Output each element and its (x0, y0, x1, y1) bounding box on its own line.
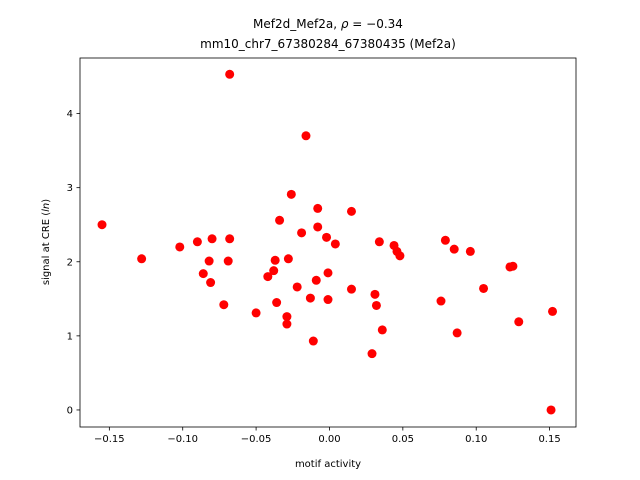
data-point (440, 235, 450, 245)
data-point (311, 275, 321, 285)
data-point (301, 131, 311, 141)
data-point (219, 300, 229, 310)
x-tick-label: 0.15 (538, 434, 560, 445)
data-point (371, 300, 381, 310)
data-point (305, 293, 315, 303)
data-point (346, 284, 356, 294)
chart-title-rho: ρ (341, 17, 349, 31)
data-point (323, 268, 333, 278)
y-tick-label: 2 (67, 257, 73, 268)
x-tick-label: −0.10 (167, 434, 198, 445)
x-axis-label: motif activity (295, 459, 361, 470)
chart-title-line1: Mef2d_Mef2a, ρ = −0.34 (253, 17, 403, 31)
x-tick-label: −0.05 (241, 434, 272, 445)
y-axis-label-suffix: ) (41, 199, 52, 203)
data-point (308, 336, 318, 346)
data-point (175, 242, 185, 252)
x-tick-label: 0.00 (318, 434, 340, 445)
data-point (97, 220, 107, 230)
chart-title-line2: mm10_chr7_67380284_67380435 (Mef2a) (200, 37, 456, 51)
data-point (270, 255, 280, 265)
data-point (395, 251, 405, 261)
chart-title-suffix: = −0.34 (348, 17, 402, 31)
data-point (204, 256, 214, 266)
data-point (508, 261, 518, 271)
data-point (479, 283, 489, 293)
y-axis-label-italic: ln (41, 203, 52, 212)
y-tick-label: 3 (67, 183, 73, 194)
x-tick-label: −0.15 (94, 434, 125, 445)
data-point (225, 69, 235, 79)
plot-area (79, 57, 577, 428)
data-point (452, 328, 462, 338)
data-point (548, 306, 558, 316)
data-point (286, 189, 296, 199)
chart-title-prefix: Mef2d_Mef2a, (253, 17, 341, 31)
data-point (449, 244, 459, 254)
data-point (374, 237, 384, 247)
y-tick-label: 1 (67, 331, 73, 342)
data-point (346, 206, 356, 216)
data-point (251, 308, 261, 318)
data-point (282, 312, 292, 322)
data-point (282, 319, 292, 329)
data-points (97, 69, 558, 415)
data-point (323, 295, 333, 305)
data-point (436, 296, 446, 306)
data-point (263, 272, 273, 282)
data-point (313, 203, 323, 213)
x-tick-label: 0.05 (392, 434, 414, 445)
data-point (206, 278, 216, 288)
data-point (313, 222, 323, 232)
data-point (223, 256, 233, 266)
data-point (198, 269, 208, 279)
data-point (207, 234, 217, 244)
y-tick-label: 4 (67, 109, 73, 120)
data-point (275, 215, 285, 225)
x-tick-label: 0.10 (465, 434, 487, 445)
data-point (330, 239, 340, 249)
data-point (137, 254, 147, 264)
x-axis: −0.15 −0.10 −0.05 0.00 0.05 0.10 0.15 (94, 427, 561, 445)
data-point (514, 317, 524, 327)
y-axis-label: signal at CRE (ln) (41, 199, 52, 285)
y-tick-label: 0 (67, 405, 73, 416)
data-point (367, 349, 377, 359)
y-axis-label-prefix: signal at CRE ( (41, 212, 52, 285)
data-point (370, 289, 380, 299)
data-point (283, 254, 293, 264)
data-point (546, 405, 556, 415)
data-point (272, 298, 282, 308)
data-point (377, 325, 387, 335)
data-point (322, 232, 332, 242)
data-point (297, 228, 307, 238)
data-point (192, 237, 202, 247)
data-point (465, 246, 475, 256)
data-point (292, 282, 302, 292)
data-point (269, 266, 279, 276)
data-point (225, 234, 235, 244)
y-axis: 0 1 2 3 4 (67, 109, 80, 416)
